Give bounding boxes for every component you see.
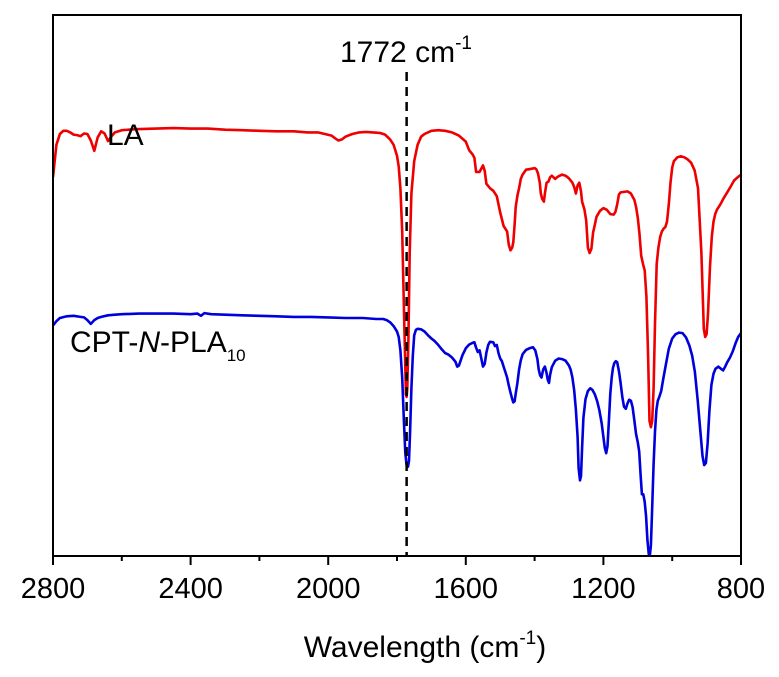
x-tick-label: 800: [717, 573, 765, 605]
x-tick-label: 1600: [434, 573, 499, 605]
series-line-la: [53, 126, 741, 429]
x-tick-label: 2000: [296, 573, 361, 605]
series-label-cpt-n-pla10: CPT-N-PLA10: [70, 326, 246, 365]
series-label-la: LA: [107, 119, 144, 152]
plot-frame: [52, 14, 742, 557]
peak-annotation-main: 1772 cm: [340, 36, 455, 69]
series-line-cpt-n-pla10: [53, 311, 741, 556]
x-axis-title: Wavelength (cm-1): [304, 628, 547, 664]
peak-annotation: 1772 cm-1: [340, 33, 472, 69]
x-tick-label: 2400: [158, 573, 223, 605]
peak-annotation-sup: -1: [455, 33, 472, 54]
x-tick-label: 1200: [571, 573, 636, 605]
x-tick-label: 2800: [21, 573, 86, 605]
series-label-la-text: LA: [107, 119, 144, 152]
